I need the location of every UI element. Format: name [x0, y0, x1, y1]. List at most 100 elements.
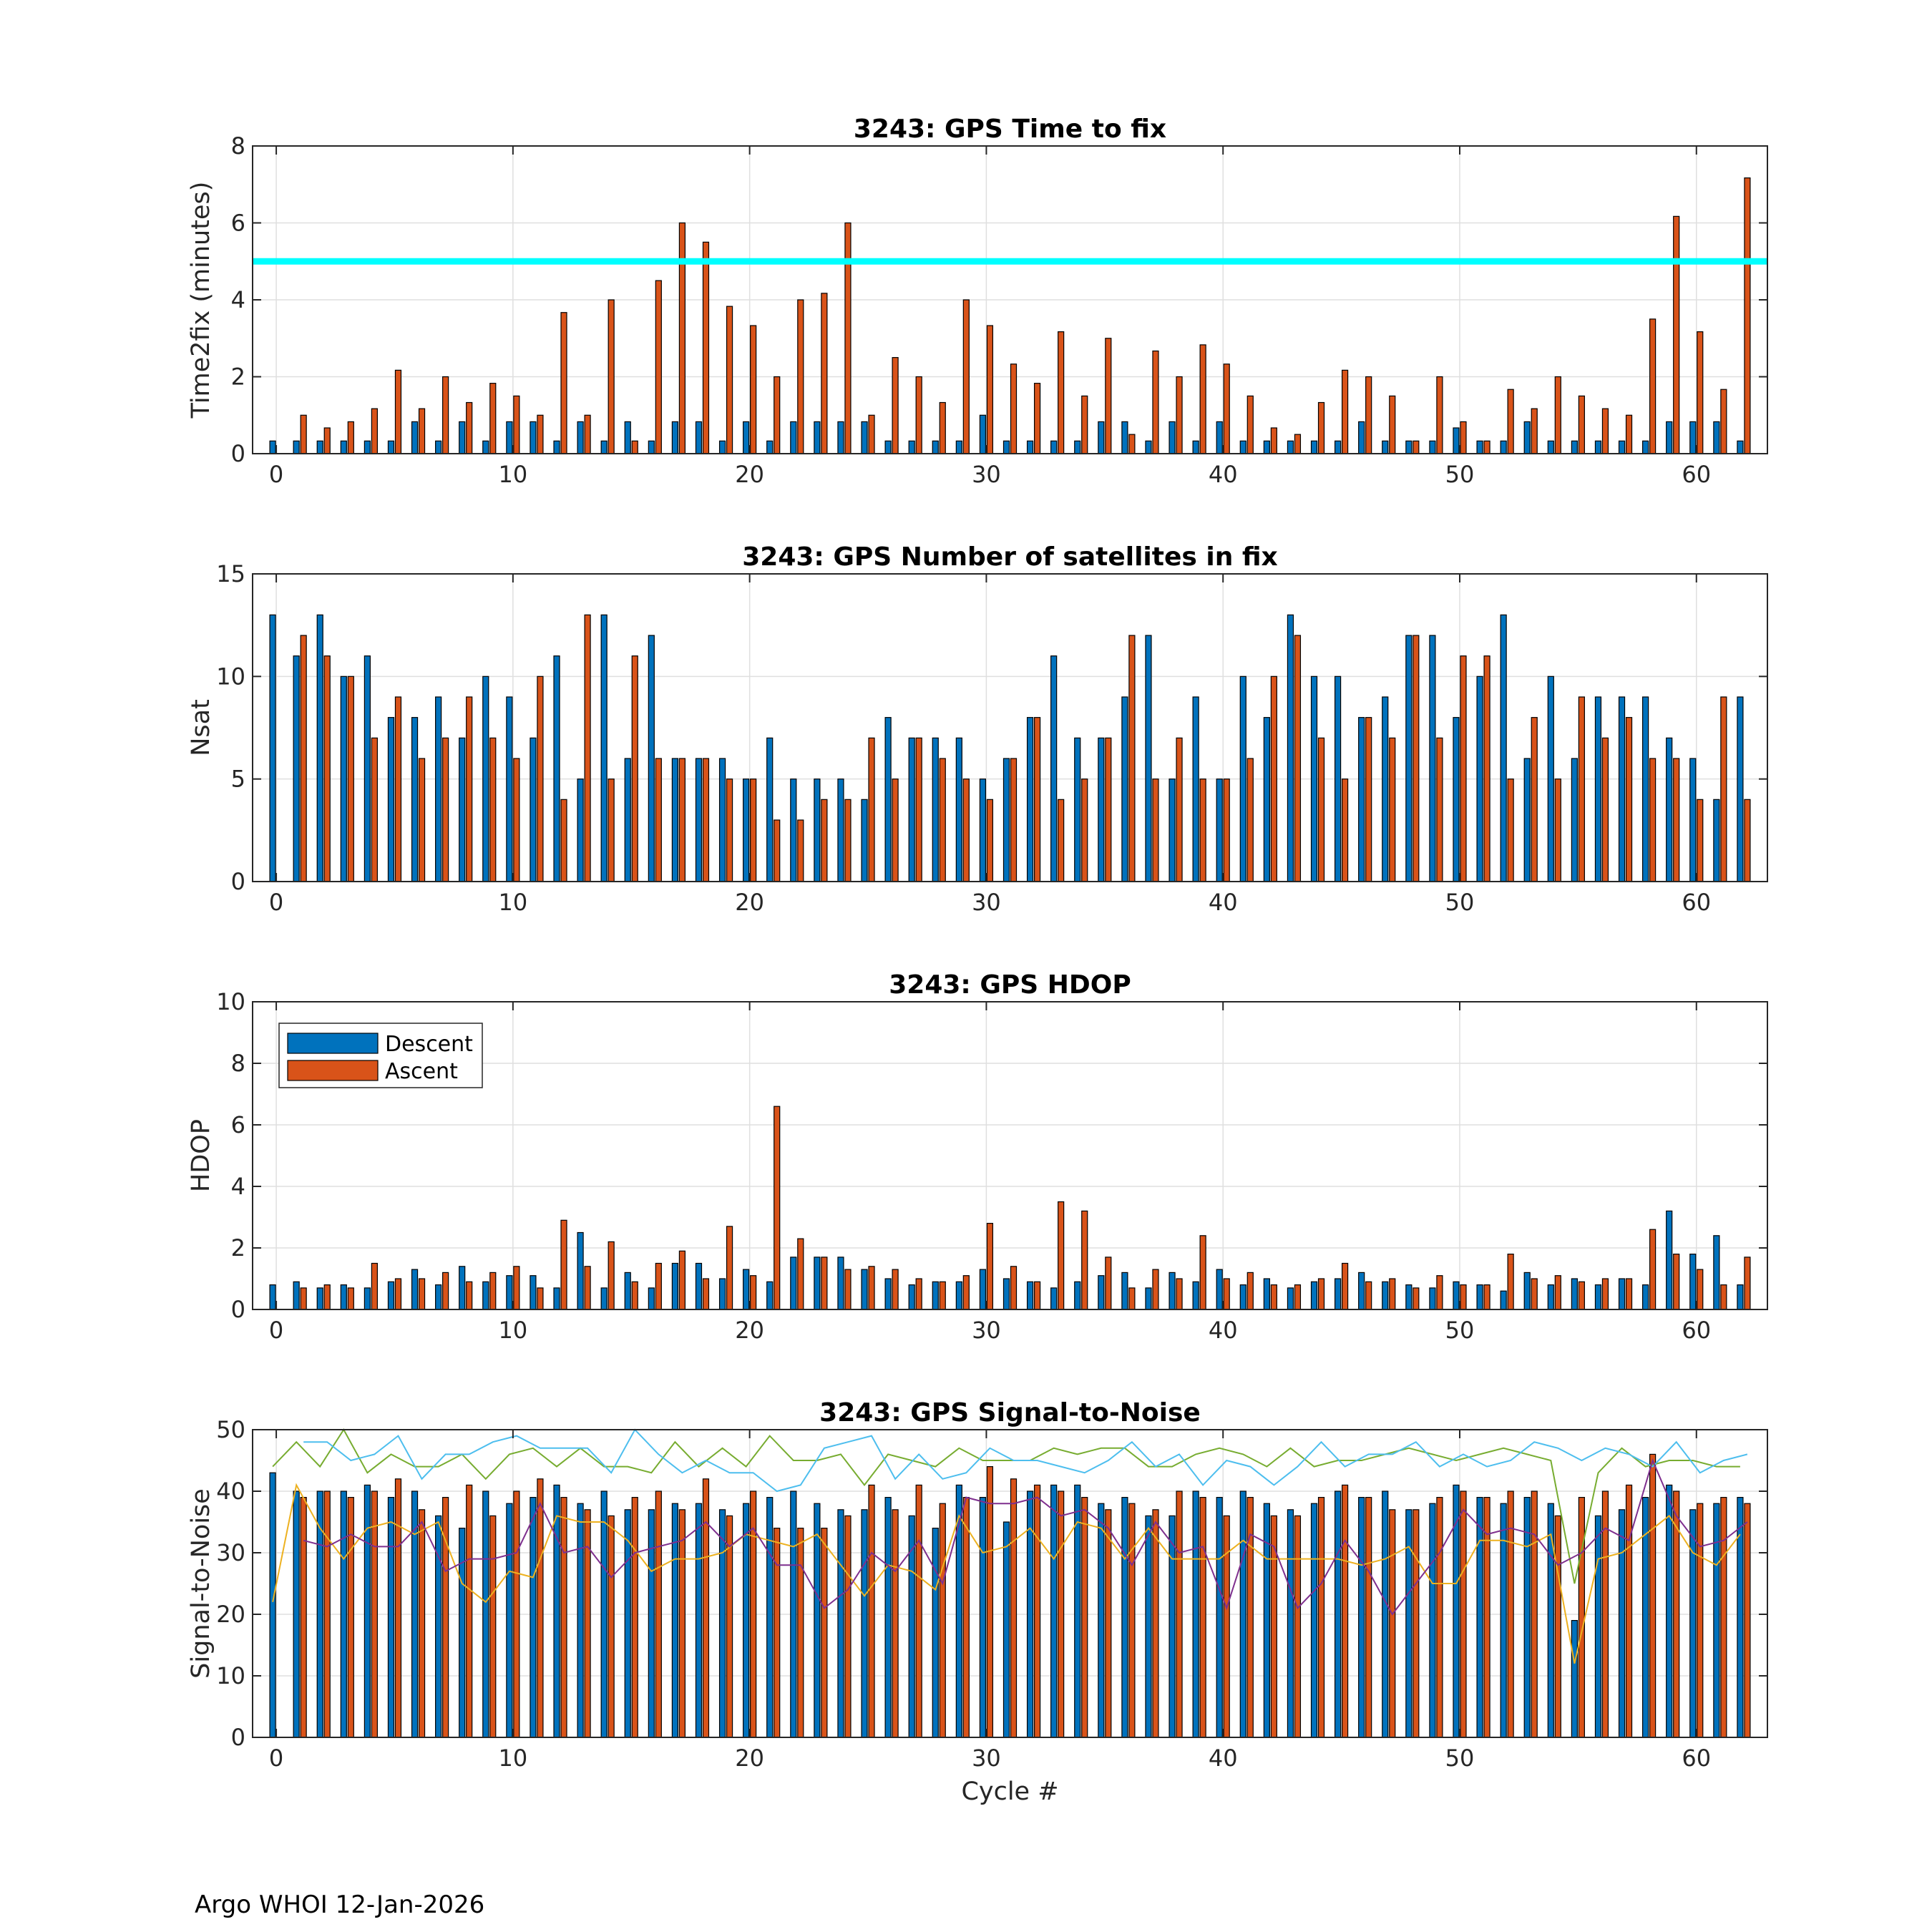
bar-descent — [1098, 737, 1105, 882]
bar-descent — [743, 1503, 750, 1738]
bar-ascent — [892, 1509, 899, 1738]
bar-ascent — [1483, 440, 1491, 454]
bar-descent — [1192, 440, 1199, 454]
bar-ascent — [774, 1528, 781, 1738]
axes-background — [253, 1430, 1767, 1737]
y-tick-label: 5 — [231, 766, 245, 793]
bar-descent — [411, 421, 419, 454]
bar-ascent — [1152, 350, 1159, 454]
bar-ascent — [797, 299, 804, 454]
bar-ascent — [939, 758, 946, 882]
bar-descent — [1263, 1503, 1270, 1738]
bar-ascent — [1105, 1257, 1112, 1310]
bar-descent — [1594, 696, 1602, 882]
bar-descent — [1523, 421, 1531, 454]
bar-descent — [1666, 1210, 1673, 1310]
bar-ascent — [1673, 758, 1680, 882]
hdop-panel: 0 10 20 30 40 50 60 0 2 4 6 8 10 3243: GPS HDOP HDOP… — [187, 970, 1768, 1344]
x-tick-label: 60 — [1682, 1317, 1711, 1344]
bar-ascent — [1649, 318, 1657, 454]
bar-ascent — [1365, 1497, 1372, 1738]
bar-descent — [1287, 1287, 1294, 1310]
bar-descent — [1074, 737, 1081, 882]
bar-ascent — [1270, 1515, 1277, 1738]
bar-ascent — [1341, 779, 1349, 882]
y-tick-label: 0 — [231, 1724, 245, 1751]
bar-ascent — [1436, 376, 1443, 454]
signal-to-noise-title: 3243: GPS Signal-to-Noise — [819, 1398, 1201, 1428]
bar-descent — [1382, 696, 1389, 882]
bar-ascent — [394, 1278, 402, 1310]
bar-ascent — [1554, 376, 1561, 454]
bar-ascent — [774, 819, 781, 882]
bar-descent — [1169, 779, 1176, 882]
bar-descent — [932, 1528, 939, 1738]
bar-descent — [814, 421, 821, 454]
bar-ascent — [1531, 1278, 1538, 1310]
bar-ascent — [1199, 344, 1206, 454]
bar-ascent — [371, 408, 378, 454]
bar-ascent — [1365, 1281, 1372, 1310]
bar-ascent — [1105, 737, 1112, 882]
bar-descent — [1737, 440, 1744, 454]
bar-descent — [1453, 1281, 1460, 1310]
bar-ascent — [1105, 338, 1112, 454]
bar-ascent — [844, 799, 852, 882]
bar-descent — [459, 737, 466, 882]
bar-descent — [718, 1278, 726, 1310]
legend: Descent Ascent — [278, 1023, 483, 1088]
bar-descent — [1216, 421, 1223, 454]
bar-descent — [1642, 696, 1649, 882]
bar-descent — [482, 1491, 489, 1738]
bar-descent — [1737, 696, 1744, 882]
bar-descent — [932, 737, 939, 882]
bar-descent — [1547, 440, 1554, 454]
bar-ascent — [1081, 1210, 1088, 1310]
bar-descent — [1145, 1515, 1152, 1738]
bar-descent — [790, 779, 797, 882]
bar-descent — [364, 1287, 371, 1310]
bar-descent — [269, 1472, 276, 1738]
x-tick-label: 20 — [735, 1745, 764, 1772]
axes-background — [253, 1002, 1767, 1309]
bar-descent — [1239, 440, 1246, 454]
bar-descent — [340, 1491, 347, 1738]
bar-ascent — [915, 376, 922, 454]
bar-ascent — [726, 779, 733, 882]
bar-ascent — [750, 325, 757, 454]
bar-ascent — [1625, 717, 1633, 882]
bar-ascent — [1531, 408, 1538, 454]
bar-ascent — [442, 737, 449, 882]
bar-descent — [1098, 1503, 1105, 1738]
axes-background — [253, 574, 1767, 882]
bar-ascent — [821, 293, 828, 454]
bar-ascent — [939, 1281, 946, 1310]
bar-descent — [1405, 1284, 1413, 1310]
bar-ascent — [1058, 331, 1065, 454]
bar-ascent — [1460, 1284, 1467, 1310]
bar-descent — [1713, 799, 1720, 882]
bar-ascent — [537, 675, 544, 882]
bar-ascent — [1507, 779, 1514, 882]
bar-descent — [1429, 440, 1436, 454]
bar-ascent — [1081, 779, 1088, 882]
bar-descent — [908, 440, 915, 454]
bar-descent — [1216, 1497, 1223, 1738]
bar-descent — [884, 1497, 892, 1738]
x-tick-label: 0 — [269, 1745, 283, 1772]
bar-ascent — [489, 737, 497, 882]
bar-ascent — [1246, 395, 1254, 454]
bar-ascent — [1341, 1262, 1349, 1310]
bar-descent — [364, 655, 371, 882]
bar-ascent — [1554, 1275, 1561, 1310]
bar-descent — [1026, 440, 1034, 454]
bar-descent — [1050, 655, 1058, 882]
bar-descent — [1239, 1284, 1246, 1310]
x-tick-label: 60 — [1682, 889, 1711, 916]
y-tick-label: 0 — [231, 440, 245, 467]
x-tick-label: 30 — [972, 889, 1001, 916]
bar-descent — [1571, 758, 1578, 882]
bar-descent — [837, 779, 844, 882]
x-tick-label: 50 — [1445, 889, 1475, 916]
axes-box — [252, 573, 1768, 882]
